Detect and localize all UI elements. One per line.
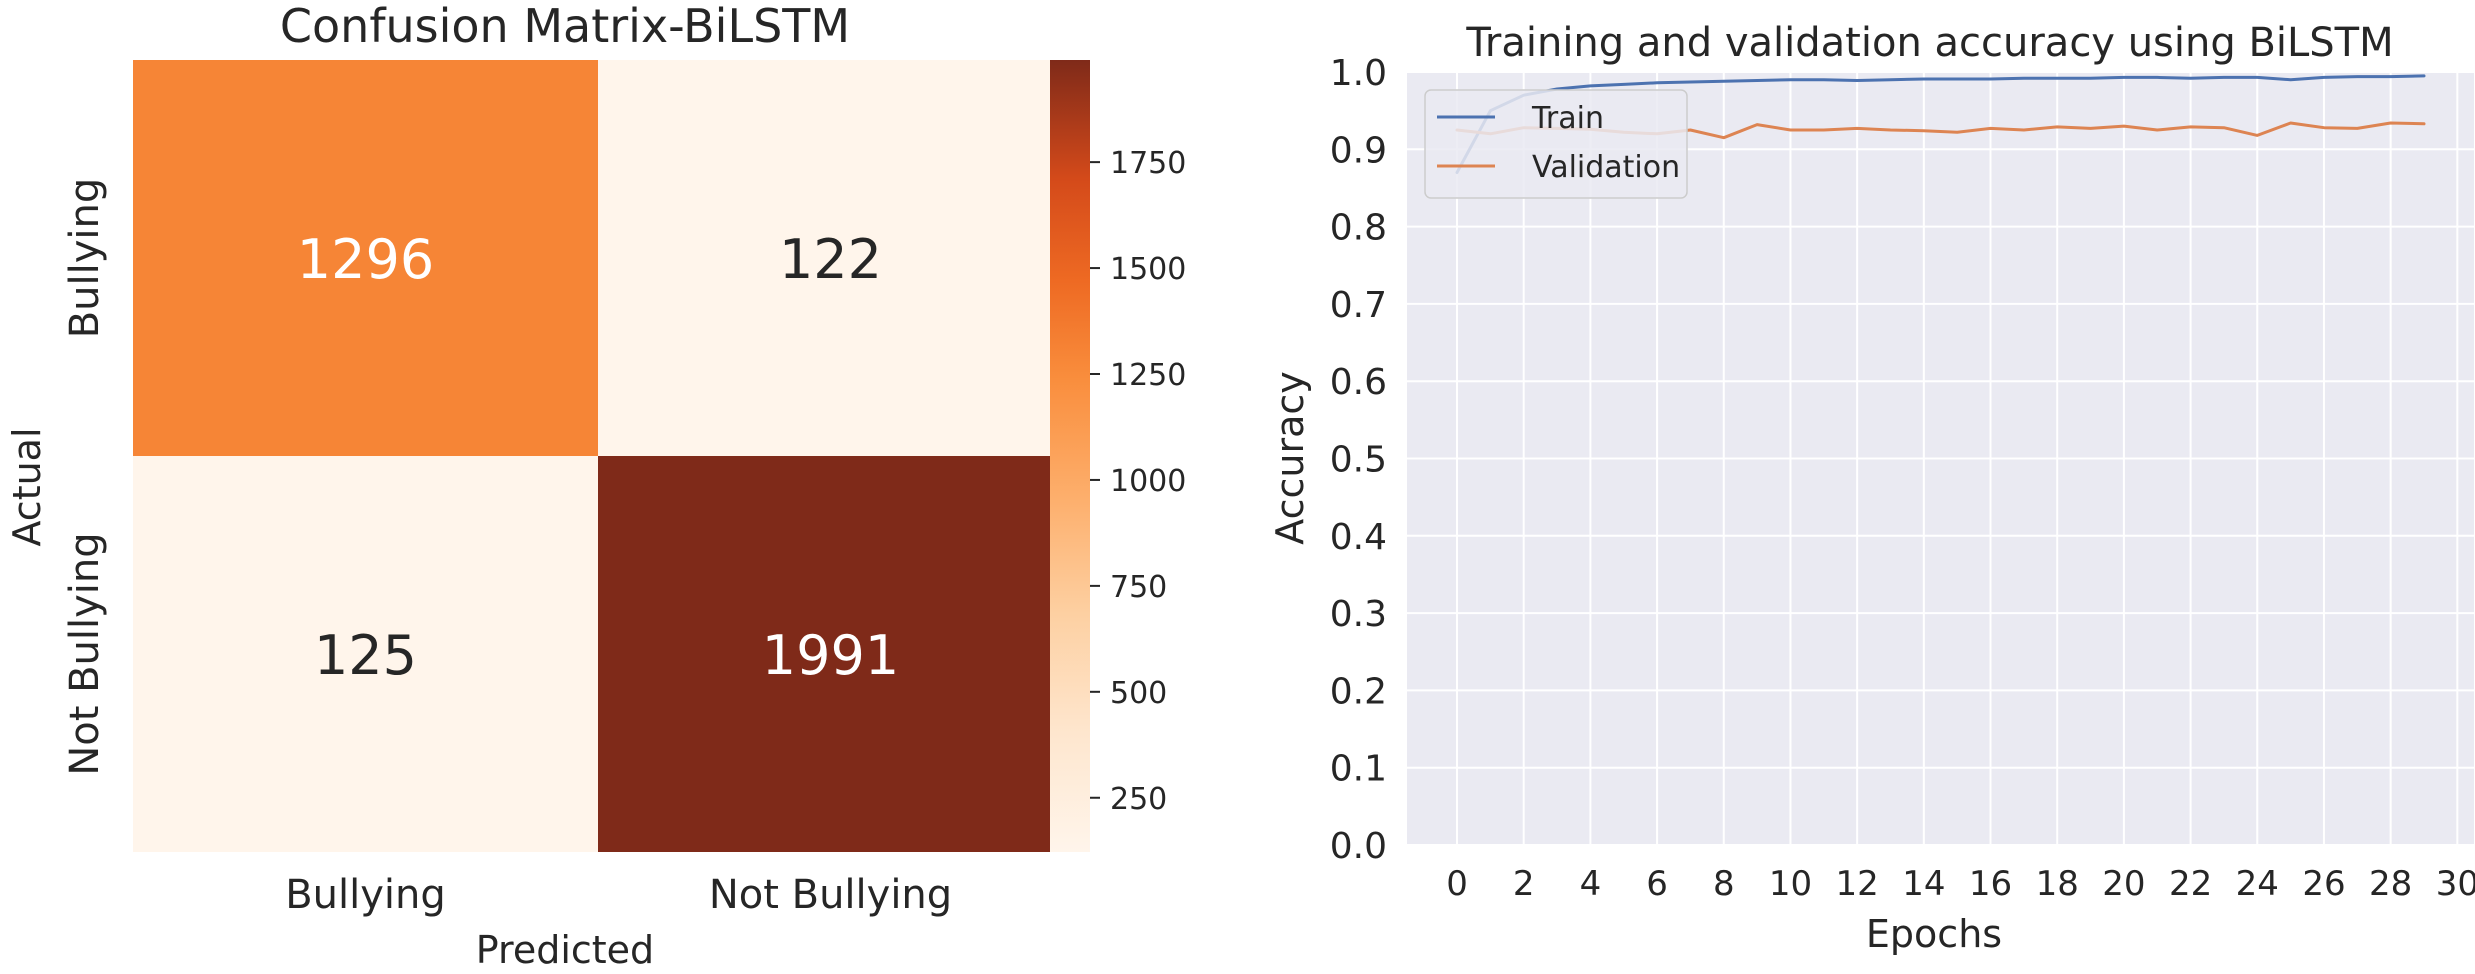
heatmap-x-tick-labels: Bullying Not Bullying [285, 872, 952, 918]
grid-lines [1407, 71, 2474, 846]
y-tick-label: 1.0 [1330, 53, 1387, 94]
y-tick-label: 0.4 [1330, 517, 1387, 558]
heatmap-y-tick-label: Not Bullying [62, 532, 108, 775]
confusion-matrix-chart: Confusion Matrix-BiLSTM 1296 122 125 1991 B… [5, 0, 1186, 972]
heatmap-x-axis-label: Predicted [476, 928, 654, 972]
line-chart-x-axis-label: Epochs [1866, 912, 2002, 956]
y-tick-label: 0.2 [1330, 671, 1387, 712]
legend-label-train: Train [1531, 101, 1604, 136]
heatmap-cell [133, 456, 598, 852]
x-tick-label: 22 [2169, 864, 2212, 904]
x-tick-label: 30 [2436, 864, 2475, 904]
heatmap-cells [133, 60, 1063, 852]
x-tick-label: 6 [1646, 864, 1668, 904]
x-tick-label: 2 [1513, 864, 1535, 904]
line-chart-y-axis-label: Accuracy [1268, 371, 1312, 545]
heatmap-cell [133, 60, 598, 456]
heatmap-cell [598, 60, 1063, 456]
y-tick-label: 0.9 [1330, 130, 1387, 171]
y-tick-labels: 0.0 0.1 0.2 0.3 0.4 0.5 0.6 0.7 0.8 0.9 1.0 [1330, 53, 1387, 867]
x-tick-label: 20 [2102, 864, 2145, 904]
accuracy-line-chart: Training and validation accuracy using B… [1268, 20, 2475, 956]
heatmap-cell-labels: 1296 122 125 1991 [297, 228, 899, 687]
colorbar-tick-label: 1000 [1110, 464, 1186, 499]
heatmap-cell-label: 1991 [762, 624, 899, 687]
heatmap-cell-label: 1296 [297, 228, 434, 291]
x-tick-label: 12 [1836, 864, 1879, 904]
heatmap-cell-label: 122 [779, 228, 882, 291]
heatmap-y-axis-label: Actual [5, 427, 49, 546]
colorbar: 250 500 750 1000 1250 1500 1750 [1050, 60, 1186, 852]
y-tick-label: 0.7 [1330, 285, 1387, 326]
y-tick-label: 0.5 [1330, 440, 1387, 481]
x-tick-label: 4 [1580, 864, 1602, 904]
colorbar-gradient [1050, 60, 1090, 852]
x-tick-label: 24 [2236, 864, 2279, 904]
series-line-train [1455, 74, 2426, 174]
y-tick-label: 0.3 [1330, 594, 1387, 635]
colorbar-tick-label: 500 [1110, 676, 1167, 711]
x-tick-label: 28 [2369, 864, 2412, 904]
y-tick-label: 0.6 [1330, 362, 1387, 403]
heatmap-cell [598, 456, 1063, 852]
x-tick-label: 14 [1902, 864, 1945, 904]
y-tick-label: 0.1 [1330, 749, 1387, 790]
colorbar-tick-label: 250 [1110, 782, 1167, 817]
colorbar-tick-label: 750 [1110, 570, 1167, 605]
x-tick-label: 18 [2036, 864, 2079, 904]
legend: Train Validation [1424, 89, 1688, 199]
x-tick-label: 0 [1446, 864, 1468, 904]
heatmap-y-tick-labels: Bullying Not Bullying [62, 178, 108, 776]
heatmap-y-tick-label: Bullying [62, 178, 108, 339]
colorbar-ticks: 250 500 750 1000 1250 1500 1750 [1090, 146, 1186, 817]
y-tick-label: 0.0 [1330, 826, 1387, 867]
heatmap-x-tick-label: Not Bullying [709, 872, 952, 918]
x-tick-label: 8 [1713, 864, 1735, 904]
x-tick-labels: 0 2 4 6 8 10 12 14 16 18 20 22 24 26 28 30 [1446, 864, 2475, 904]
legend-label-validation: Validation [1532, 150, 1680, 185]
colorbar-tick-label: 1250 [1110, 358, 1186, 393]
heatmap-cell-label: 125 [314, 624, 417, 687]
colorbar-tick-label: 1500 [1110, 252, 1186, 287]
line-chart-title: Training and validation accuracy using B… [1465, 20, 2393, 66]
heatmap-x-tick-label: Bullying [285, 872, 446, 918]
heatmap-title: Confusion Matrix-BiLSTM [280, 0, 850, 53]
colorbar-tick-label: 1750 [1110, 146, 1186, 181]
x-tick-label: 10 [1769, 864, 1812, 904]
x-tick-label: 16 [1969, 864, 2012, 904]
x-tick-label: 26 [2302, 864, 2345, 904]
y-tick-label: 0.8 [1330, 208, 1387, 249]
